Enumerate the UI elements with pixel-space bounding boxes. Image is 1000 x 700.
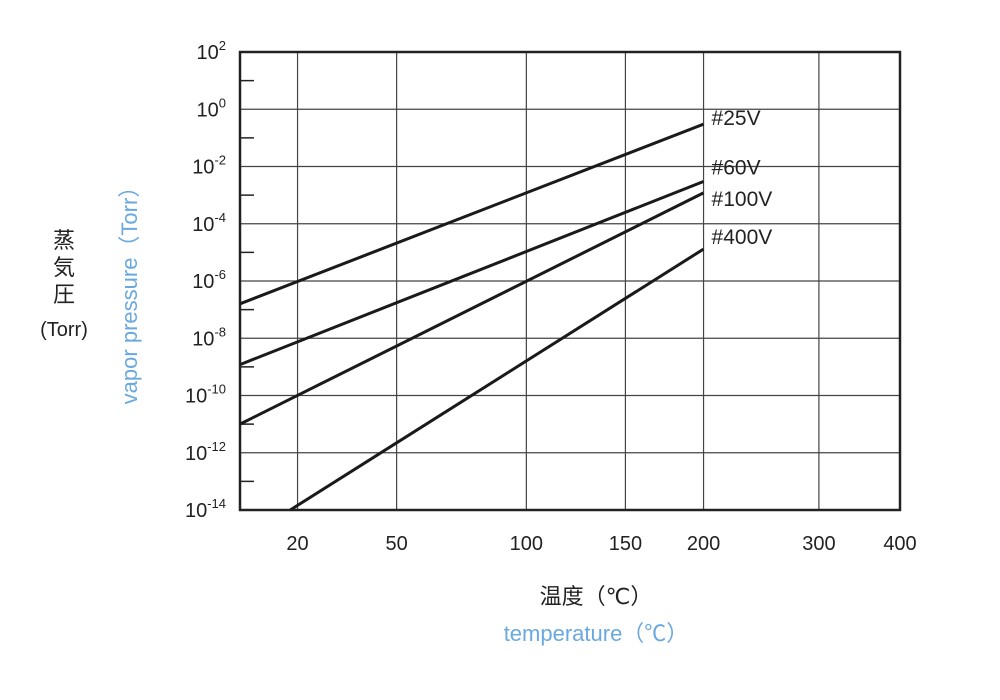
series-label: #400V — [712, 226, 773, 249]
plot-frame — [238, 50, 902, 512]
y-axis-title-char: 蒸 — [53, 229, 75, 254]
series-line — [239, 191, 705, 426]
x-tick-label: 150 — [609, 533, 642, 555]
y-tick-label: 10-4 — [192, 210, 226, 236]
series-line — [289, 247, 705, 512]
series-line — [239, 122, 705, 306]
y-tick-label: 10-2 — [192, 153, 226, 179]
x-axis-ticks: 20 50 100 150 200 300 400 — [286, 533, 916, 555]
y-tick-label: 102 — [197, 38, 226, 64]
y-axis-unit: (Torr) — [40, 319, 88, 341]
y-axis-title-en: vapor pressure（Torr） — [117, 176, 142, 405]
series-label: #25V — [712, 107, 761, 130]
series-label: #100V — [712, 188, 773, 211]
y-tick-label: 10-12 — [185, 439, 226, 465]
x-tick-label: 20 — [286, 533, 308, 555]
y-tick-label: 10-6 — [192, 267, 226, 293]
y-tick-label: 10-8 — [192, 324, 226, 350]
x-tick-label: 200 — [687, 533, 720, 555]
x-tick-label: 100 — [510, 533, 543, 555]
x-tick-label: 400 — [883, 533, 916, 555]
y-axis-ticks: 102 100 10-2 10-4 10-6 10-8 10-10 10-12 10-14 — [185, 38, 226, 522]
x-tick-label: 50 — [386, 533, 408, 555]
x-tick-label: 300 — [802, 533, 835, 555]
y-tick-label: 10-10 — [185, 382, 226, 408]
series-lines — [239, 122, 705, 512]
y-tick-label: 100 — [197, 95, 226, 121]
x-axis-title-jp: 温度（℃） — [540, 585, 653, 610]
y-axis-title-char: 圧 — [53, 283, 75, 308]
y-axis-title-char: 気 — [53, 256, 75, 281]
x-axis-title-en: temperature（℃） — [504, 621, 689, 646]
series-line — [239, 180, 705, 366]
grid — [240, 52, 901, 510]
series-label: #60V — [712, 156, 761, 179]
y-tick-label: 10-14 — [185, 496, 226, 522]
series-labels: #25V #60V #100V #400V — [712, 107, 773, 249]
